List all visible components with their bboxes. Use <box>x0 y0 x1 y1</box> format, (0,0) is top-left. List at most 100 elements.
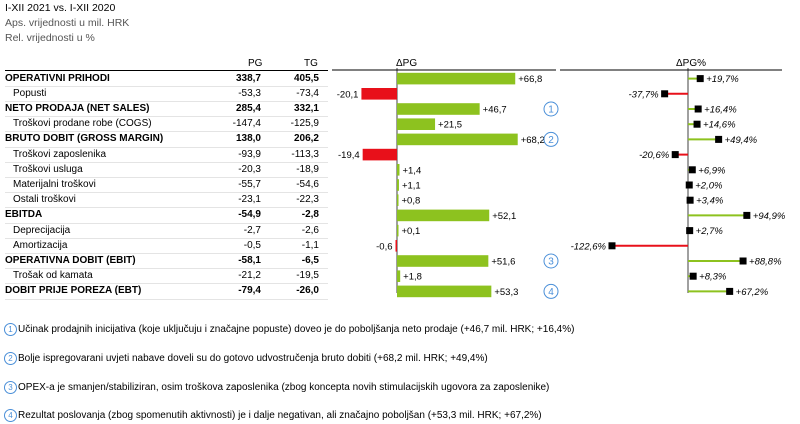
col-header-delta-pg-pct: ΔPG% <box>676 58 707 69</box>
pg-value: -54,9 <box>238 209 261 221</box>
row-label: Materijalni troškovi <box>13 178 96 190</box>
tg-value: -125,9 <box>290 118 319 130</box>
tg-value: -6,5 <box>301 254 319 266</box>
note-number-icon: 3 <box>4 381 17 394</box>
pg-value: 285,4 <box>235 102 261 114</box>
pct-label: +6,9% <box>698 165 726 176</box>
pct-label: +8,3% <box>699 272 727 283</box>
note-text: Rezultat poslovanja (zbog spomenutih akt… <box>18 410 542 422</box>
pct-marker <box>671 151 679 159</box>
note-number-icon: 4 <box>4 409 17 422</box>
delta-bar <box>397 72 516 85</box>
delta-bar <box>361 88 397 100</box>
row-label: Troškovi prodane robe (COGS) <box>13 118 152 130</box>
callout-marker-number: 1 <box>548 105 554 116</box>
note-number-icon: 2 <box>4 352 17 365</box>
tg-value: -2,8 <box>301 209 319 221</box>
row-separator <box>5 100 328 102</box>
delta-bar <box>397 224 399 237</box>
note-text: Učinak prodajnih inicijativa (koje uklju… <box>18 324 575 336</box>
row-separator <box>5 252 328 254</box>
tg-value: -2,6 <box>301 224 319 236</box>
pg-value: 338,7 <box>235 72 261 84</box>
header-rel-units: Rel. vrijednosti u % <box>5 32 95 44</box>
row-separator <box>5 161 328 163</box>
row-label: DOBIT PRIJE POREZA (EBT) <box>5 285 142 297</box>
pct-marker <box>696 75 704 83</box>
delta-bar <box>397 209 490 222</box>
note-number-icon: 1 <box>4 323 17 336</box>
delta-bar <box>397 285 492 298</box>
pct-marker <box>715 135 723 143</box>
delta-label: +51,6 <box>491 257 515 268</box>
delta-label: +53,3 <box>494 287 518 298</box>
note-item: 2 Bolje ispregovarani uvjeti nabave dovel… <box>4 352 488 365</box>
tg-value: -19,5 <box>296 270 319 282</box>
delta-label: +21,5 <box>438 120 462 131</box>
pg-value: -23,1 <box>238 194 261 206</box>
row-label: Trošak od kamata <box>13 270 93 282</box>
pct-marker <box>608 242 616 250</box>
row-label: Ostali troškovi <box>13 194 76 206</box>
delta-label: -19,4 <box>338 150 360 161</box>
row-separator <box>5 283 328 285</box>
row-separator <box>5 146 328 148</box>
pct-marker <box>689 272 697 280</box>
pg-value: -2,7 <box>243 224 261 236</box>
note-item: 1 Učinak prodajnih inicijativa (koje uklj… <box>4 323 574 336</box>
row-label: BRUTO DOBIT (GROSS MARGIN) <box>5 133 164 145</box>
pct-label: +14,6% <box>703 120 736 131</box>
col-header-pg: PG <box>248 58 263 69</box>
pg-value: -53,3 <box>238 87 261 99</box>
pg-value: -58,1 <box>238 254 261 266</box>
table-top-rule <box>5 70 328 71</box>
delta-label: +46,7 <box>483 105 507 116</box>
pct-marker <box>739 257 747 265</box>
row-separator <box>5 176 328 178</box>
row-separator <box>5 222 328 224</box>
pct-label: -37,7% <box>629 89 660 100</box>
note-item: 3 OPEX-a je smanjen/stabiliziran, osim tr… <box>4 381 549 394</box>
delta-label: -20,1 <box>337 89 359 100</box>
row-label: Troškovi zaposlenika <box>13 148 107 160</box>
pct-marker <box>694 105 702 113</box>
tg-value: -26,0 <box>296 285 319 297</box>
delta-bar <box>362 148 397 161</box>
row-label: OPERATIVNA DOBIT (EBIT) <box>5 254 136 266</box>
pct-label: +49,4% <box>725 135 758 146</box>
pct-marker <box>726 287 734 295</box>
pct-label: +2,7% <box>696 226 724 237</box>
row-label: EBITDA <box>5 209 43 221</box>
row-separator <box>5 237 328 239</box>
delta-bar <box>397 103 480 115</box>
tg-value: -54,6 <box>296 178 319 190</box>
tg-value: -18,9 <box>296 163 319 175</box>
delta-bar <box>397 179 399 191</box>
pct-marker <box>661 90 669 98</box>
tg-value: 332,1 <box>293 102 319 114</box>
delta-label: +52,1 <box>492 211 516 222</box>
pct-marker <box>685 181 693 189</box>
pct-label: +2,0% <box>695 181 723 192</box>
header-period: I-XII 2021 vs. I-XII 2020 <box>5 2 116 14</box>
callout-marker <box>543 283 559 299</box>
tg-value: 405,5 <box>293 72 319 84</box>
pct-marker <box>688 166 696 174</box>
callout-marker <box>543 131 559 147</box>
pg-value: -147,4 <box>232 118 261 130</box>
pct-label: -122,6% <box>571 241 607 252</box>
callout-marker <box>543 253 559 269</box>
callout-marker-number: 3 <box>548 257 554 268</box>
note-text: OPEX-a je smanjen/stabiliziran, osim tro… <box>18 382 550 394</box>
pg-value: -21,2 <box>238 270 261 282</box>
pct-label: +67,2% <box>736 287 769 298</box>
delta-bar <box>395 240 397 252</box>
tg-value: -113,3 <box>291 148 319 160</box>
pct-marker <box>686 227 694 235</box>
row-label: NETO PRODAJA (NET SALES) <box>5 102 150 114</box>
delta-label: +0,1 <box>402 226 421 237</box>
delta-bar <box>397 194 399 206</box>
tg-value: -73,4 <box>296 87 319 99</box>
callout-marker-number: 2 <box>548 135 554 146</box>
